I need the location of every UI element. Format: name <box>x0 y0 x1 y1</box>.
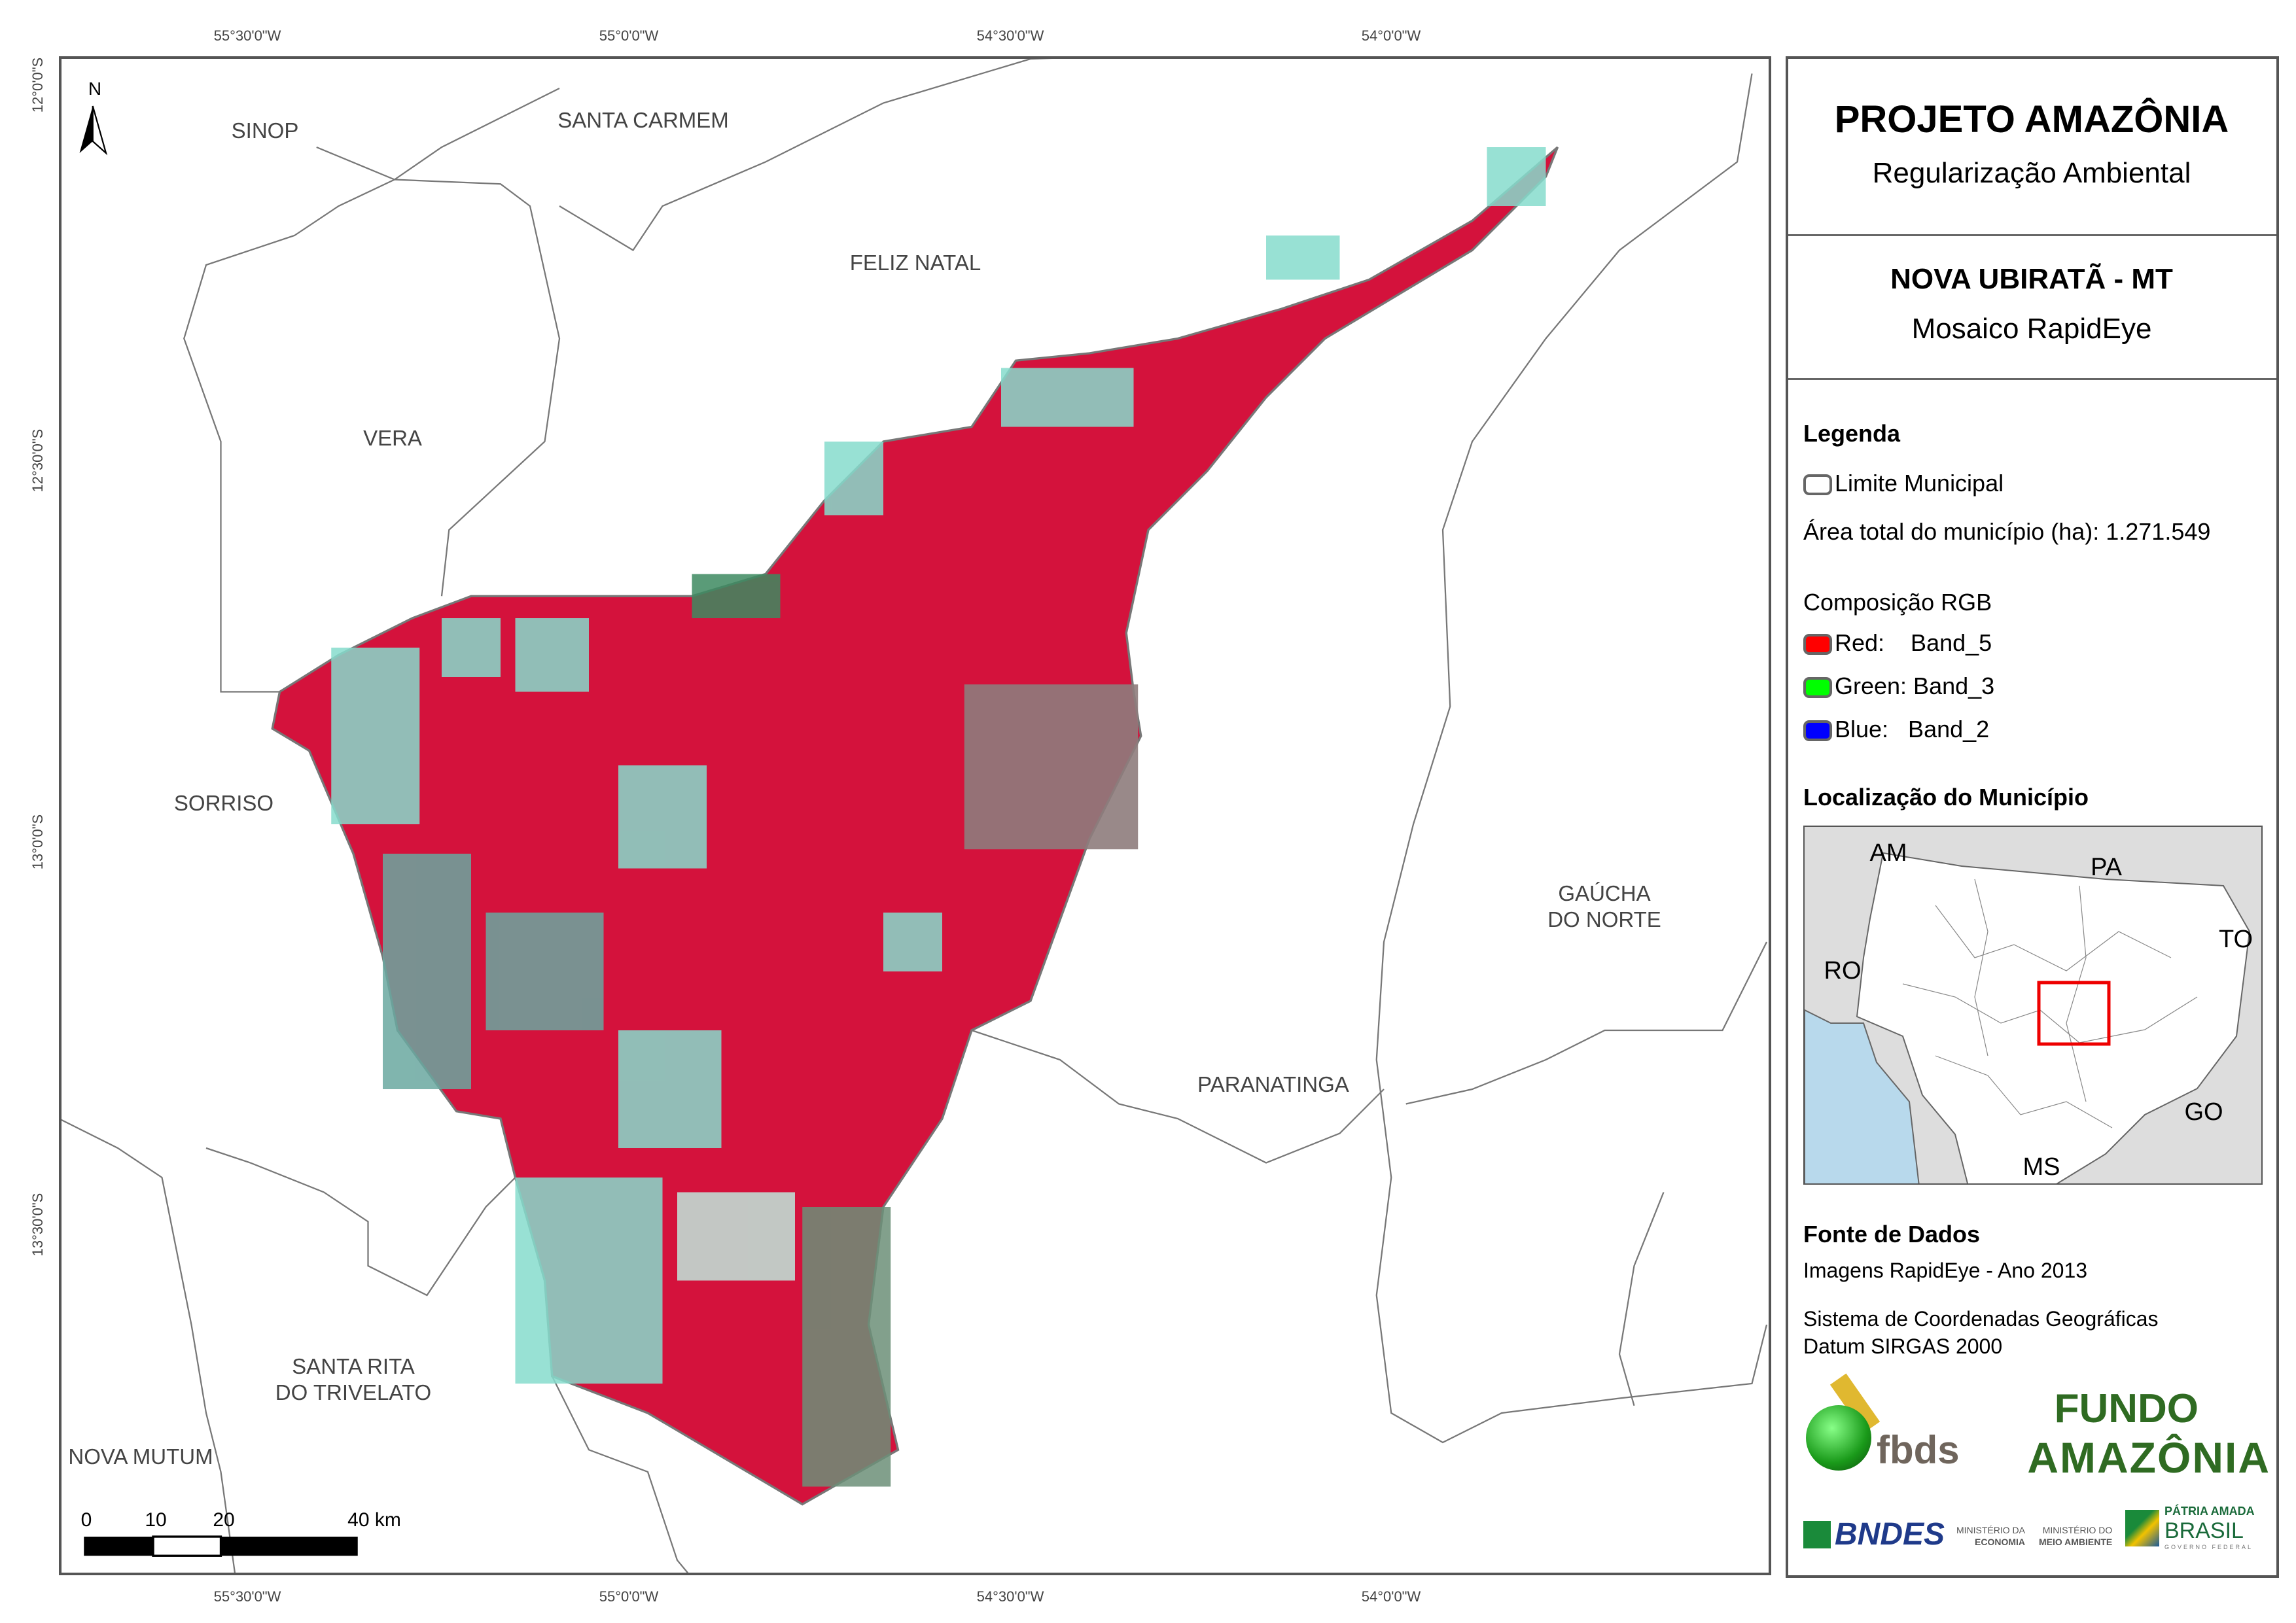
municipal-boundaries <box>62 59 1768 1573</box>
legend-band-red: Red: Band_5 <box>1803 629 1992 657</box>
legend-label: Limite Municipal <box>1835 470 2004 497</box>
logo-line: MINISTÉRIO DA <box>1956 1525 2026 1535</box>
bndes-logo-mark <box>1803 1521 1831 1548</box>
sources-heading: Fonte de Dados <box>1803 1221 1981 1248</box>
location-highlight-box <box>2037 981 2111 1046</box>
lon-tick-top: 54°30'0"W <box>976 27 1044 44</box>
fbds-logo-text: fbds <box>1877 1428 1960 1472</box>
logo-line: MINISTÉRIO DO <box>2042 1525 2113 1535</box>
fundo-amazonia-logo: FUNDO AMAZÔNIA <box>1983 1386 2270 1482</box>
lon-tick-top: 54°0'0"W <box>1361 27 1421 44</box>
legend-band-blue: Blue: Band_2 <box>1803 716 1989 743</box>
legend-item-limit: Limite Municipal <box>1803 470 2004 497</box>
rgb-heading: Composição RGB <box>1803 589 1992 616</box>
sources-datum: Datum SIRGAS 2000 <box>1803 1335 2003 1358</box>
product-title: Mosaico RapidEye <box>1911 313 2152 345</box>
label-line: DO TRIVELATO <box>275 1380 432 1405</box>
inset-label-go: GO <box>2184 1098 2223 1126</box>
label-paranatinga: PARANATINGA <box>1197 1072 1349 1096</box>
brasil-logo-text: PÁTRIA AMADA BRASIL GOVERNO FEDERAL <box>2164 1505 2255 1551</box>
legend-label: Blue: Band_2 <box>1835 716 1990 742</box>
label-feliz-natal: FELIZ NATAL <box>849 251 981 275</box>
label-line: SANTA RITA <box>292 1354 415 1378</box>
limit-swatch <box>1803 474 1832 496</box>
inset-label-ro: RO <box>1824 957 1862 985</box>
sources-imagery: Imagens RapidEye - Ano 2013 <box>1803 1259 2088 1282</box>
label-line: GAÚCHA <box>1558 881 1651 905</box>
divider <box>1788 234 2276 236</box>
scale-bar <box>84 1535 358 1557</box>
area-total: Área total do município (ha): 1.271.549 <box>1803 518 2211 545</box>
inset-canvas <box>1805 852 2251 1183</box>
scale-label: 20 <box>213 1509 235 1531</box>
label-line: DO NORTE <box>1547 907 1661 932</box>
logo-line: PÁTRIA AMADA <box>2164 1505 2255 1518</box>
scale-label: 0 <box>80 1509 92 1531</box>
municipality-title: NOVA UBIRATÃ - MT <box>1890 263 2173 295</box>
scale-label: 40 km <box>347 1509 401 1531</box>
logo-line: GOVERNO FEDERAL <box>2164 1544 2253 1550</box>
ministerio-economia-logo: MINISTÉRIO DA ECONOMIA <box>1956 1524 2025 1548</box>
map-canvas <box>62 59 1768 1573</box>
lon-tick-bottom: 54°30'0"W <box>976 1588 1044 1605</box>
project-title: PROJETO AMAZÔNIA <box>1834 98 2229 141</box>
inset-label-pa: PA <box>2091 854 2122 881</box>
ministerio-meio-ambiente-logo: MINISTÉRIO DO MEIO AMBIENTE <box>2039 1524 2112 1548</box>
bndes-logo-text: BNDES <box>1835 1517 1945 1552</box>
fundo-logo-line: FUNDO <box>2054 1386 2199 1431</box>
label-sinop: SINOP <box>231 118 299 143</box>
fbds-logo-circle <box>1806 1405 1871 1471</box>
red-swatch <box>1803 634 1832 655</box>
fundo-logo-line: AMAZÔNIA <box>2027 1433 2270 1482</box>
fbds-logo: fbds <box>1793 1373 1969 1478</box>
label-santa-rita-do-trivelato: SANTA RITA DO TRIVELATO <box>275 1353 431 1406</box>
lat-tick: 12°0'0"S <box>29 57 46 113</box>
legend-panel <box>1786 56 2279 1578</box>
logo-line: MEIO AMBIENTE <box>2039 1537 2113 1547</box>
lat-tick: 13°30'0"S <box>29 1193 46 1257</box>
governo-federal-logo: PÁTRIA AMADA BRASIL GOVERNO FEDERAL <box>2125 1505 2255 1551</box>
logo-line: BRASIL <box>2164 1518 2244 1543</box>
inset-label-am: AM <box>1869 839 1907 867</box>
legend-heading: Legenda <box>1803 420 1901 447</box>
legend-label: Green: Band_3 <box>1835 672 1995 699</box>
map-frame[interactable]: N SINOP SANTA CARMEM FELIZ NATAL VERA SO… <box>59 56 1771 1575</box>
sources-crs: Sistema de Coordenadas Geográficas <box>1803 1307 2159 1331</box>
location-inset-map: AM PA TO RO GO MS <box>1803 826 2263 1185</box>
label-nova-mutum: NOVA MUTUM <box>68 1444 213 1469</box>
brasil-flag-mark <box>2125 1509 2159 1546</box>
municipality-nova-ubirata <box>271 146 1559 1506</box>
north-arrow-icon <box>79 105 108 156</box>
label-sorriso: SORRISO <box>173 791 274 815</box>
legend-band-green: Green: Band_3 <box>1803 672 1994 700</box>
cloud-patch <box>964 684 1139 850</box>
bndes-logo: BNDES <box>1803 1516 1945 1553</box>
green-swatch <box>1803 677 1832 699</box>
divider <box>1788 378 2276 380</box>
lon-tick-bottom: 55°30'0"W <box>213 1588 281 1605</box>
lat-tick: 13°0'0"S <box>29 814 46 870</box>
scale-label: 10 <box>145 1509 167 1531</box>
lat-tick: 12°30'0"S <box>29 428 46 493</box>
lon-tick-top: 55°30'0"W <box>213 27 281 44</box>
project-subtitle: Regularização Ambiental <box>1872 157 2191 189</box>
location-heading: Localização do Município <box>1803 784 2089 811</box>
blue-swatch <box>1803 720 1832 742</box>
lon-tick-bottom: 55°0'0"W <box>599 1588 659 1605</box>
label-santa-carmem: SANTA CARMEM <box>557 108 729 132</box>
legend-label: Red: Band_5 <box>1835 629 1992 656</box>
lon-tick-top: 55°0'0"W <box>599 27 659 44</box>
inset-label-to: TO <box>2218 926 2253 953</box>
lon-tick-bottom: 54°0'0"W <box>1361 1588 1421 1605</box>
logo-line: ECONOMIA <box>1975 1537 2026 1547</box>
cleared-areas <box>331 147 1546 1487</box>
inset-label-ms: MS <box>2022 1153 2060 1181</box>
label-gaucha-do-norte: GAÚCHA DO NORTE <box>1547 881 1661 933</box>
label-vera: VERA <box>363 426 422 450</box>
north-label: N <box>88 79 102 99</box>
